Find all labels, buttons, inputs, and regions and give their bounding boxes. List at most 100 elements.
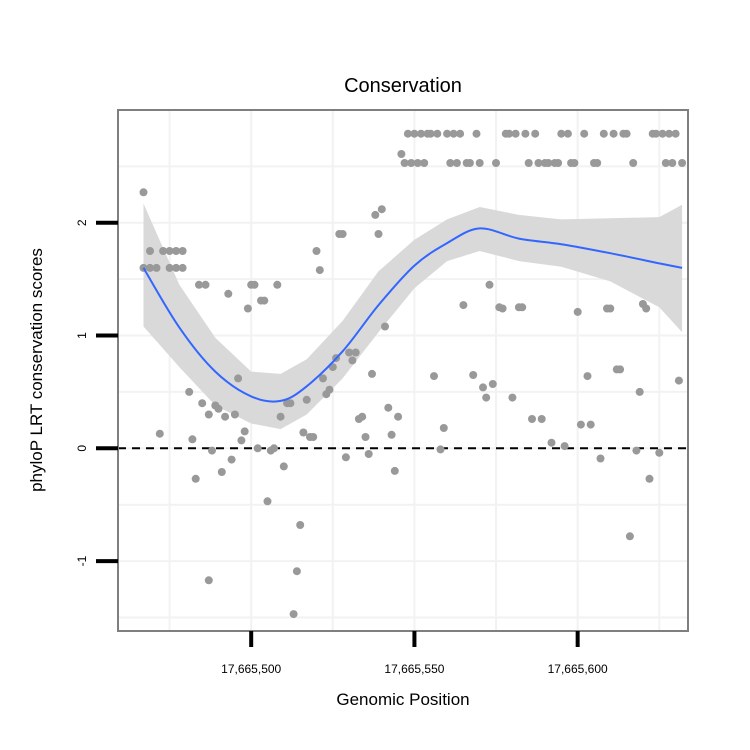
data-point [635, 387, 644, 396]
data-point [312, 247, 321, 255]
data-point [309, 433, 318, 441]
x-tick-label: 17,665,600 [548, 662, 608, 676]
data-point [191, 474, 200, 483]
data-point [413, 159, 422, 167]
data-point [632, 446, 641, 455]
x-axis: 17,665,500 17,665,550 17,665,600 [221, 631, 608, 676]
data-point [593, 159, 602, 167]
data-point [172, 263, 181, 272]
data-point [465, 159, 474, 167]
data-point [596, 454, 605, 463]
data-point [302, 395, 311, 404]
data-point [407, 159, 416, 167]
y-tick-label: -1 [75, 555, 89, 566]
data-point [152, 263, 161, 272]
data-point [299, 428, 308, 437]
data-point [452, 159, 461, 167]
data-point [492, 159, 500, 167]
data-point [338, 230, 347, 238]
data-point [400, 159, 409, 167]
data-point [178, 263, 187, 272]
data-point [204, 410, 213, 419]
data-point [276, 412, 285, 421]
data-point [208, 446, 216, 455]
data-point [273, 280, 282, 289]
data-point [224, 289, 233, 298]
data-point [217, 468, 226, 476]
smooth-line [142, 227, 683, 403]
panel-border [117, 109, 689, 632]
data-point [674, 376, 683, 385]
data-point [472, 129, 481, 138]
data-point [560, 442, 569, 451]
data-point [381, 322, 389, 331]
data-point [580, 129, 589, 138]
x-axis-label: Genomic Position [336, 690, 469, 709]
data-point [250, 280, 259, 289]
data-point [606, 304, 615, 313]
data-point [165, 247, 174, 255]
data-point [420, 159, 429, 167]
data-point [364, 450, 373, 458]
data-point [576, 420, 585, 429]
y-axis: -1 0 1 2 [75, 219, 118, 566]
data-point [221, 412, 230, 421]
data-point [668, 159, 677, 167]
data-point [479, 383, 487, 392]
data-point [377, 205, 386, 214]
data-point [655, 448, 664, 457]
data-point [521, 129, 530, 138]
data-point [390, 466, 399, 475]
data-point [178, 247, 187, 255]
data-point [358, 412, 367, 421]
data-point [658, 129, 667, 138]
data-point [361, 433, 370, 441]
chart-title: Conservation [344, 75, 462, 97]
y-tick-label: 0 [75, 445, 89, 452]
data-point [456, 129, 465, 138]
data-point [387, 430, 396, 439]
data-point [563, 129, 572, 138]
y-tick-label: 1 [75, 332, 89, 339]
data-point [146, 263, 154, 272]
data-point [645, 474, 654, 483]
data-point [397, 150, 406, 158]
data-point [678, 159, 687, 167]
x-tick-label: 17,665,550 [384, 662, 444, 676]
data-point [201, 280, 210, 289]
data-point [195, 280, 203, 289]
y-axis-label: phyloP LRT conservation scores [27, 248, 46, 492]
data-point [384, 403, 393, 412]
data-point [319, 374, 327, 383]
data-point [625, 532, 634, 541]
data-point [547, 438, 556, 447]
data-point [508, 393, 517, 402]
data-point [371, 210, 380, 219]
data-point [188, 435, 197, 444]
data-point [482, 393, 491, 402]
data-point [528, 415, 536, 423]
data-point [505, 129, 514, 138]
data-point [511, 129, 520, 138]
data-point [446, 159, 455, 167]
data-point [159, 247, 168, 255]
data-point [341, 453, 350, 462]
data-point [642, 304, 651, 313]
data-point [234, 374, 243, 383]
data-point [198, 399, 207, 408]
data-point [488, 380, 497, 388]
data-point [289, 610, 298, 619]
data-point [263, 497, 272, 506]
data-point [403, 129, 412, 138]
data-point [292, 567, 301, 576]
data-point [296, 521, 305, 529]
data-point [439, 424, 448, 432]
data-point [459, 301, 468, 310]
y-tick-label: 2 [75, 219, 89, 226]
data-point [172, 247, 181, 255]
data-point [652, 129, 660, 138]
data-point [498, 304, 507, 313]
data-point [227, 455, 236, 464]
data-point [214, 404, 223, 413]
